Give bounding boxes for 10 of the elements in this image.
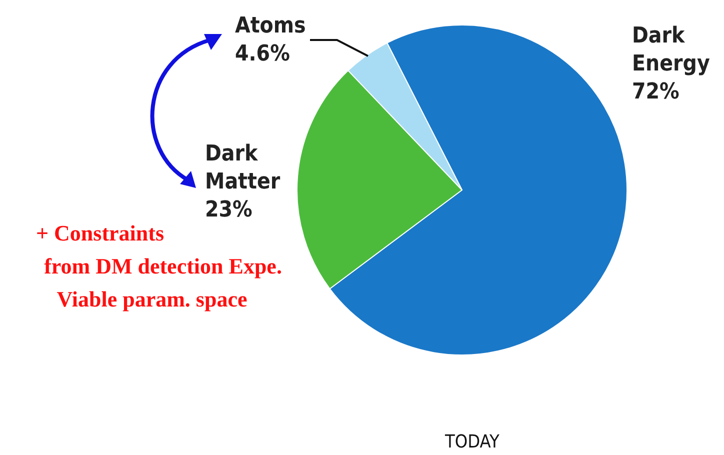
slice-label: Atoms [235, 14, 306, 38]
text: + Constraints [36, 220, 164, 246]
data-label: 4.6% [235, 42, 290, 66]
slice-label: Dark Energy [632, 24, 710, 76]
data-label: 72% [632, 80, 680, 104]
text: Viable param. space [56, 286, 248, 312]
text: from DM detection Expe. [44, 254, 282, 278]
slice-label: Dark Matter [205, 142, 280, 194]
data-label: 23% [205, 198, 253, 222]
text: TODAY [444, 432, 500, 452]
